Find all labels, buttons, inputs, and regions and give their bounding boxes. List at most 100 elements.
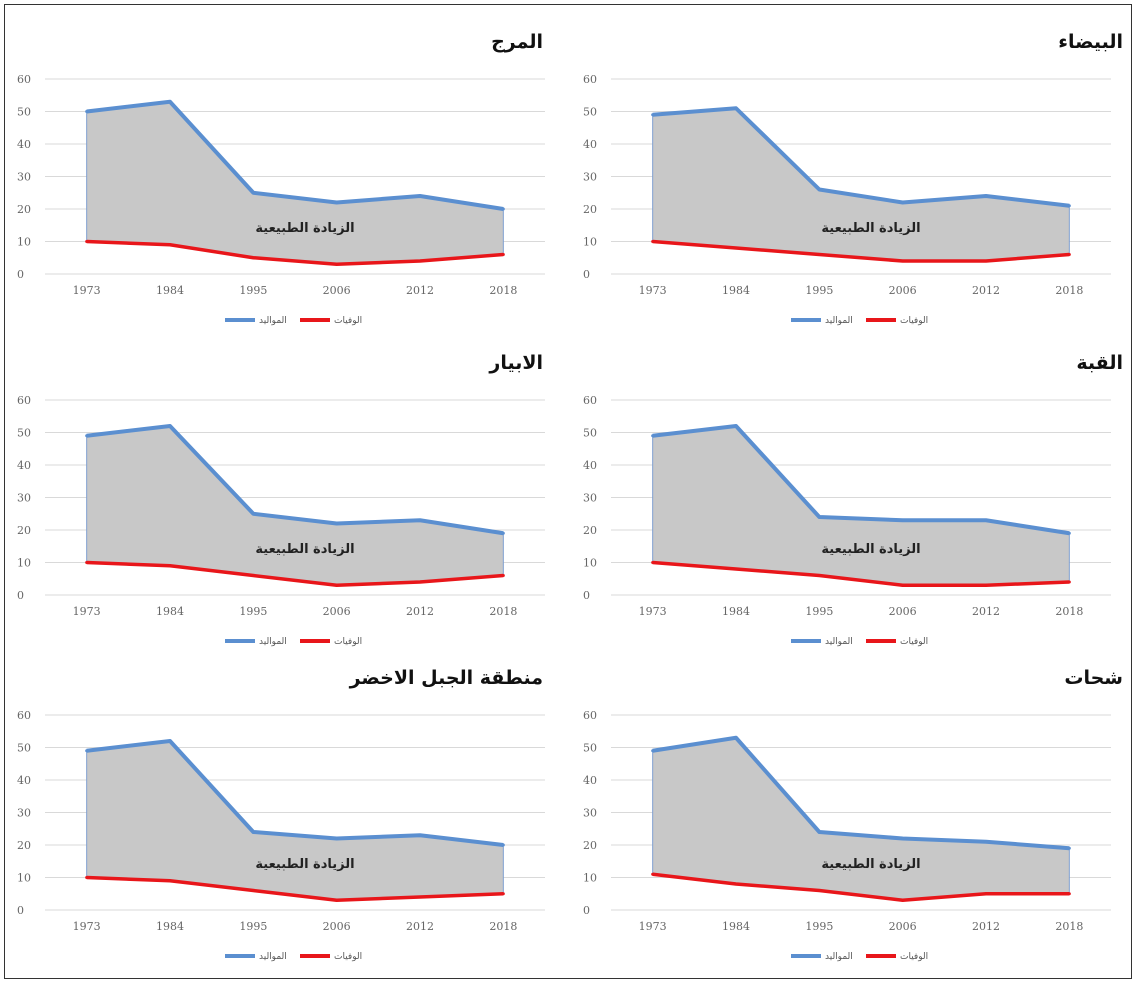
y-tick-label: 10 (583, 872, 597, 885)
births-point (984, 840, 988, 844)
births-point (251, 830, 255, 834)
deaths-point (984, 583, 988, 587)
deaths-point (734, 882, 738, 886)
births-point (734, 424, 738, 428)
area-annotation: الزيادة الطبيعية (821, 542, 920, 557)
chart-svg: 0 10 20 30 40 50 60 1973 1984 1995 2006 2012 2018 الز… (17, 73, 545, 326)
x-tick-label: 1995 (239, 284, 267, 297)
births-point (418, 833, 422, 837)
y-tick-label: 30 (583, 807, 597, 820)
deaths-point (1067, 580, 1071, 584)
deaths-point (85, 240, 89, 243)
x-tick-label: 2018 (489, 605, 517, 618)
x-tick-label: 2012 (406, 284, 434, 297)
deaths-point (817, 253, 821, 256)
area-annotation: الزيادة الطبيعية (821, 221, 920, 236)
deaths-point (901, 583, 905, 587)
legend-births-label: المواليد (259, 316, 287, 326)
chart-svg: 0 10 20 30 40 50 60 1973 1984 1995 2006 2012 2018 الز… (17, 394, 545, 647)
x-tick-label: 1984 (722, 284, 750, 297)
figure-frame: المرج 0 10 20 30 40 50 60 1973 1984 1995 2006 2012 2… (4, 4, 1132, 979)
births-point (651, 749, 655, 753)
x-tick-label: 2018 (1055, 284, 1083, 297)
y-tick-label: 20 (17, 524, 31, 537)
y-tick-label: 30 (17, 807, 31, 820)
deaths-point (817, 889, 821, 892)
area-annotation: الزيادة الطبيعية (821, 857, 920, 872)
chart-title: البيضاء (1058, 31, 1123, 53)
x-tick-label: 2012 (406, 920, 434, 933)
deaths-point (85, 561, 89, 564)
y-tick-label: 40 (583, 459, 597, 472)
y-tick-label: 50 (17, 106, 31, 119)
births-point (984, 518, 988, 522)
births-point (1067, 531, 1071, 535)
deaths-line (652, 560, 1070, 587)
y-tick-label: 20 (583, 524, 597, 537)
legend-deaths-label: الوفيات (900, 952, 928, 962)
y-tick-label: 0 (17, 268, 24, 281)
chart-panel-shahhat: شحات 0 10 20 30 40 50 60 1973 1984 1995 2006 2012 20… (571, 665, 1131, 980)
x-tick-label: 1973 (639, 920, 667, 933)
deaths-point (984, 259, 988, 263)
births-point (651, 434, 655, 438)
legend-deaths-label: الوفيات (334, 952, 362, 962)
births-point (335, 522, 339, 525)
births-point (501, 531, 505, 535)
legend-births-label: المواليد (825, 637, 853, 647)
x-tick-label: 2018 (1055, 920, 1083, 933)
births-point (984, 194, 988, 198)
x-tick-label: 1995 (805, 920, 833, 933)
chart-title: المرج (491, 31, 543, 53)
natural-increase-area (86, 740, 504, 901)
x-tick-label: 2006 (323, 605, 351, 618)
area-annotation: الزيادة الطبيعية (255, 221, 354, 236)
deaths-point (168, 564, 172, 568)
deaths-point (251, 574, 255, 577)
deaths-point (501, 892, 505, 896)
y-tick-label: 30 (17, 492, 31, 505)
births-point (1067, 204, 1071, 208)
x-tick-label: 1995 (239, 605, 267, 618)
births-point (901, 518, 905, 522)
deaths-line (86, 239, 504, 266)
legend-deaths-label: الوفيات (334, 316, 362, 326)
births-point (901, 201, 905, 204)
x-tick-label: 2018 (489, 920, 517, 933)
x-tick-label: 2006 (889, 920, 917, 933)
y-tick-label: 0 (583, 268, 590, 281)
deaths-point (501, 253, 505, 256)
births-point (901, 837, 905, 840)
y-tick-label: 50 (17, 742, 31, 755)
deaths-point (817, 574, 821, 577)
deaths-line (652, 239, 1070, 263)
x-tick-label: 1984 (156, 284, 184, 297)
chart-panel-jabal-akhdar: منطقة الجبل الاخضر 0 10 20 30 40 50 60 1973 1984… (5, 665, 565, 980)
x-tick-label: 1995 (805, 284, 833, 297)
births-point (501, 207, 505, 211)
y-tick-label: 60 (17, 394, 31, 407)
chart-panel-alabyar: الابيار 0 10 20 30 40 50 60 1973 1984 1995 2006 201… (5, 350, 565, 665)
area-annotation: الزيادة الطبيعية (255, 857, 354, 872)
births-point (168, 739, 172, 743)
x-tick-label: 2018 (489, 284, 517, 297)
births-point (817, 515, 821, 519)
deaths-point (1067, 892, 1071, 896)
births-point (335, 837, 339, 840)
x-tick-label: 2012 (972, 920, 1000, 933)
legend-births-label: المواليد (259, 952, 287, 962)
y-tick-label: 30 (583, 171, 597, 184)
deaths-point (418, 580, 422, 584)
chart-title: شحات (1064, 667, 1123, 689)
births-point (651, 113, 655, 117)
natural-increase-area (86, 425, 504, 586)
births-line (652, 424, 1070, 536)
deaths-point (984, 892, 988, 896)
births-point (1067, 846, 1071, 850)
legend-deaths-label: الوفيات (334, 637, 362, 647)
x-tick-label: 1973 (639, 605, 667, 618)
births-line (86, 739, 504, 847)
y-tick-label: 40 (17, 459, 31, 472)
births-line (652, 106, 1070, 208)
chart-panel-alqubba: القبة 0 10 20 30 40 50 60 1973 1984 1995 2006 2012 2… (571, 350, 1131, 665)
